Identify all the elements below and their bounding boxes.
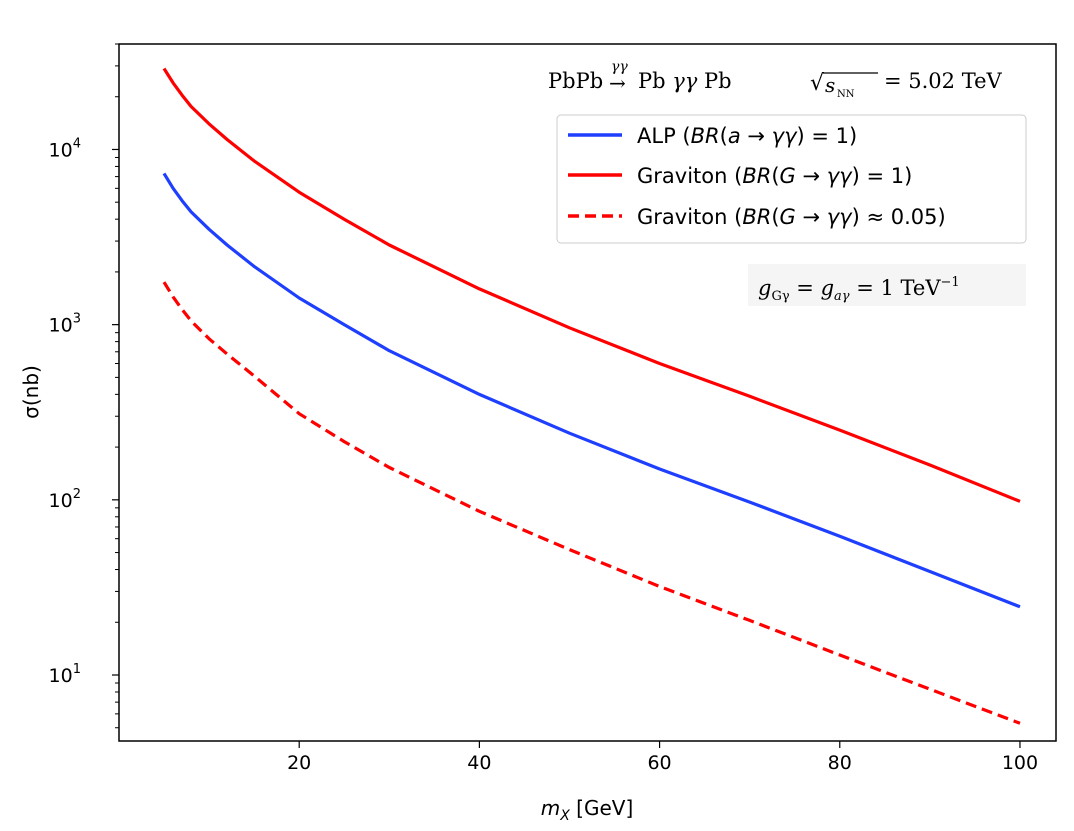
y-tick-label: 102 <box>49 487 81 512</box>
x-axis-label: mX [GeV] <box>541 796 634 824</box>
x-tick-label: 60 <box>647 752 671 774</box>
coupling-annotation: gGγ = gaγ = 1 TeV−1 <box>748 264 1026 306</box>
svg-text:√: √ <box>810 71 825 96</box>
legend-label-graviton: Graviton (BR(G → γγ) = 1) <box>637 164 912 188</box>
svg-text:gGγ = gaγ = 1 TeV−1: gGγ = gaγ = 1 TeV−1 <box>758 275 960 304</box>
y-tick-label: 103 <box>49 312 81 337</box>
x-tick-label: 40 <box>467 752 491 774</box>
legend: ALP (BR(a → γγ) = 1) Graviton (BR(G → γγ… <box>556 114 1027 244</box>
x-tick-label: 100 <box>1002 752 1038 774</box>
x-tick-label: 80 <box>828 752 852 774</box>
svg-text:Pb γγ Pb: Pb γγ Pb <box>638 69 732 93</box>
series-layer <box>162 67 1021 725</box>
svg-text:→: → <box>609 71 626 95</box>
series-line-2 <box>162 281 1021 725</box>
svg-text:PbPb: PbPb <box>548 69 603 93</box>
axis-ticks: 20 40 60 80 100 101 102 103 104 <box>49 43 1038 774</box>
svg-text:= 5.02 TeV: = 5.02 TeV <box>884 69 1003 93</box>
y-axis-label: σ(nb) <box>19 365 43 419</box>
svg-text:s: s <box>825 73 835 97</box>
y-tick-label: 104 <box>49 136 81 161</box>
y-tick-label: 101 <box>49 662 81 687</box>
legend-box <box>556 114 1027 244</box>
legend-label-alp: ALP (BR(a → γγ) = 1) <box>637 124 857 148</box>
series-line-0 <box>162 172 1021 609</box>
series-line-1 <box>162 67 1021 503</box>
x-tick-label: 20 <box>287 752 311 774</box>
svg-text:NN: NN <box>837 89 855 100</box>
legend-label-graviton-005: Graviton (BR(G → γγ) ≈ 0.05) <box>637 205 946 229</box>
svg-text:γγ: γγ <box>611 59 628 75</box>
chart-title: PbPb γγ → Pb γγ Pb √ s NN = 5.02 TeV <box>548 59 1003 100</box>
